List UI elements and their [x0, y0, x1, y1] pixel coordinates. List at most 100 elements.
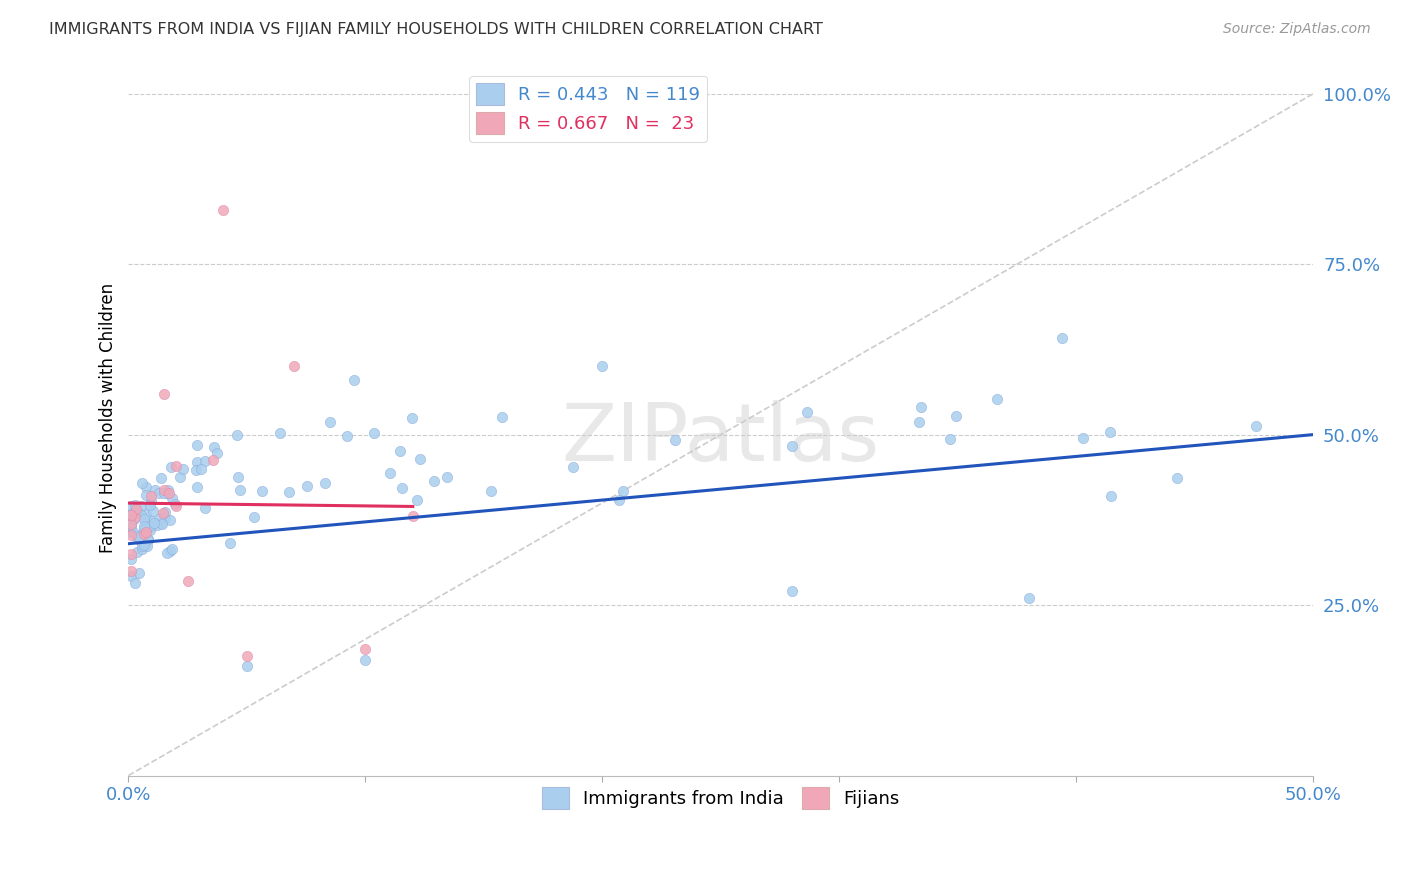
Point: [1018, 591, 1040, 606]
Point: [401, 410, 423, 425]
Point: [169, 470, 191, 484]
Point: [343, 373, 366, 387]
Point: [780, 439, 803, 453]
Point: [194, 453, 217, 467]
Point: [120, 500, 142, 514]
Point: [132, 518, 155, 533]
Point: [226, 470, 249, 484]
Point: [228, 483, 250, 497]
Point: [153, 510, 176, 524]
Point: [1050, 331, 1073, 345]
Point: [156, 546, 179, 560]
Point: [1098, 425, 1121, 440]
Point: [131, 541, 153, 556]
Point: [132, 512, 155, 526]
Point: [612, 484, 634, 499]
Point: [165, 459, 187, 474]
Point: [135, 480, 157, 494]
Point: [150, 517, 173, 532]
Point: [236, 649, 259, 664]
Text: Source: ZipAtlas.com: Source: ZipAtlas.com: [1223, 22, 1371, 37]
Point: [186, 480, 208, 494]
Point: [139, 494, 162, 508]
Point: [1099, 489, 1122, 503]
Point: [186, 455, 208, 469]
Point: [134, 524, 156, 538]
Point: [319, 415, 342, 429]
Point: [336, 429, 359, 443]
Point: [124, 575, 146, 590]
Point: [134, 520, 156, 534]
Point: [314, 476, 336, 491]
Point: [405, 492, 427, 507]
Point: [135, 518, 157, 533]
Point: [1071, 431, 1094, 445]
Point: [153, 505, 176, 519]
Point: [149, 510, 172, 524]
Point: [491, 410, 513, 425]
Point: [172, 462, 194, 476]
Point: [138, 524, 160, 538]
Point: [1166, 471, 1188, 485]
Point: [135, 539, 157, 553]
Point: [120, 528, 142, 542]
Point: [153, 386, 176, 401]
Point: [986, 392, 1008, 407]
Point: [562, 459, 585, 474]
Point: [127, 504, 149, 518]
Point: [125, 501, 148, 516]
Point: [120, 517, 142, 532]
Point: [177, 574, 200, 589]
Point: [226, 427, 249, 442]
Point: [124, 498, 146, 512]
Point: [908, 416, 931, 430]
Point: [402, 509, 425, 524]
Point: [127, 533, 149, 547]
Point: [363, 425, 385, 440]
Point: [134, 526, 156, 541]
Point: [136, 520, 159, 534]
Point: [163, 497, 186, 511]
Point: [436, 470, 458, 484]
Point: [354, 652, 377, 666]
Point: [295, 479, 318, 493]
Point: [136, 533, 159, 547]
Point: [380, 466, 402, 480]
Text: ZIPatlas: ZIPatlas: [562, 400, 880, 478]
Point: [160, 491, 183, 506]
Point: [120, 508, 142, 522]
Point: [218, 535, 240, 549]
Point: [120, 508, 142, 523]
Point: [150, 470, 173, 484]
Point: [607, 492, 630, 507]
Point: [201, 452, 224, 467]
Point: [591, 359, 613, 374]
Point: [796, 405, 818, 419]
Point: [190, 462, 212, 476]
Point: [120, 507, 142, 521]
Point: [152, 486, 174, 500]
Point: [278, 485, 301, 500]
Point: [153, 483, 176, 498]
Point: [129, 508, 152, 522]
Point: [120, 568, 142, 582]
Point: [159, 513, 181, 527]
Point: [409, 452, 432, 467]
Point: [139, 513, 162, 527]
Point: [202, 441, 225, 455]
Point: [269, 425, 291, 440]
Point: [939, 432, 962, 446]
Legend: Immigrants from India, Fijians: Immigrants from India, Fijians: [534, 780, 907, 816]
Point: [122, 512, 145, 526]
Point: [135, 488, 157, 502]
Point: [156, 485, 179, 500]
Point: [283, 359, 305, 374]
Point: [141, 489, 163, 503]
Point: [212, 202, 235, 217]
Point: [136, 533, 159, 547]
Point: [120, 525, 142, 540]
Point: [120, 547, 142, 561]
Point: [120, 564, 142, 578]
Point: [945, 409, 967, 423]
Point: [138, 498, 160, 512]
